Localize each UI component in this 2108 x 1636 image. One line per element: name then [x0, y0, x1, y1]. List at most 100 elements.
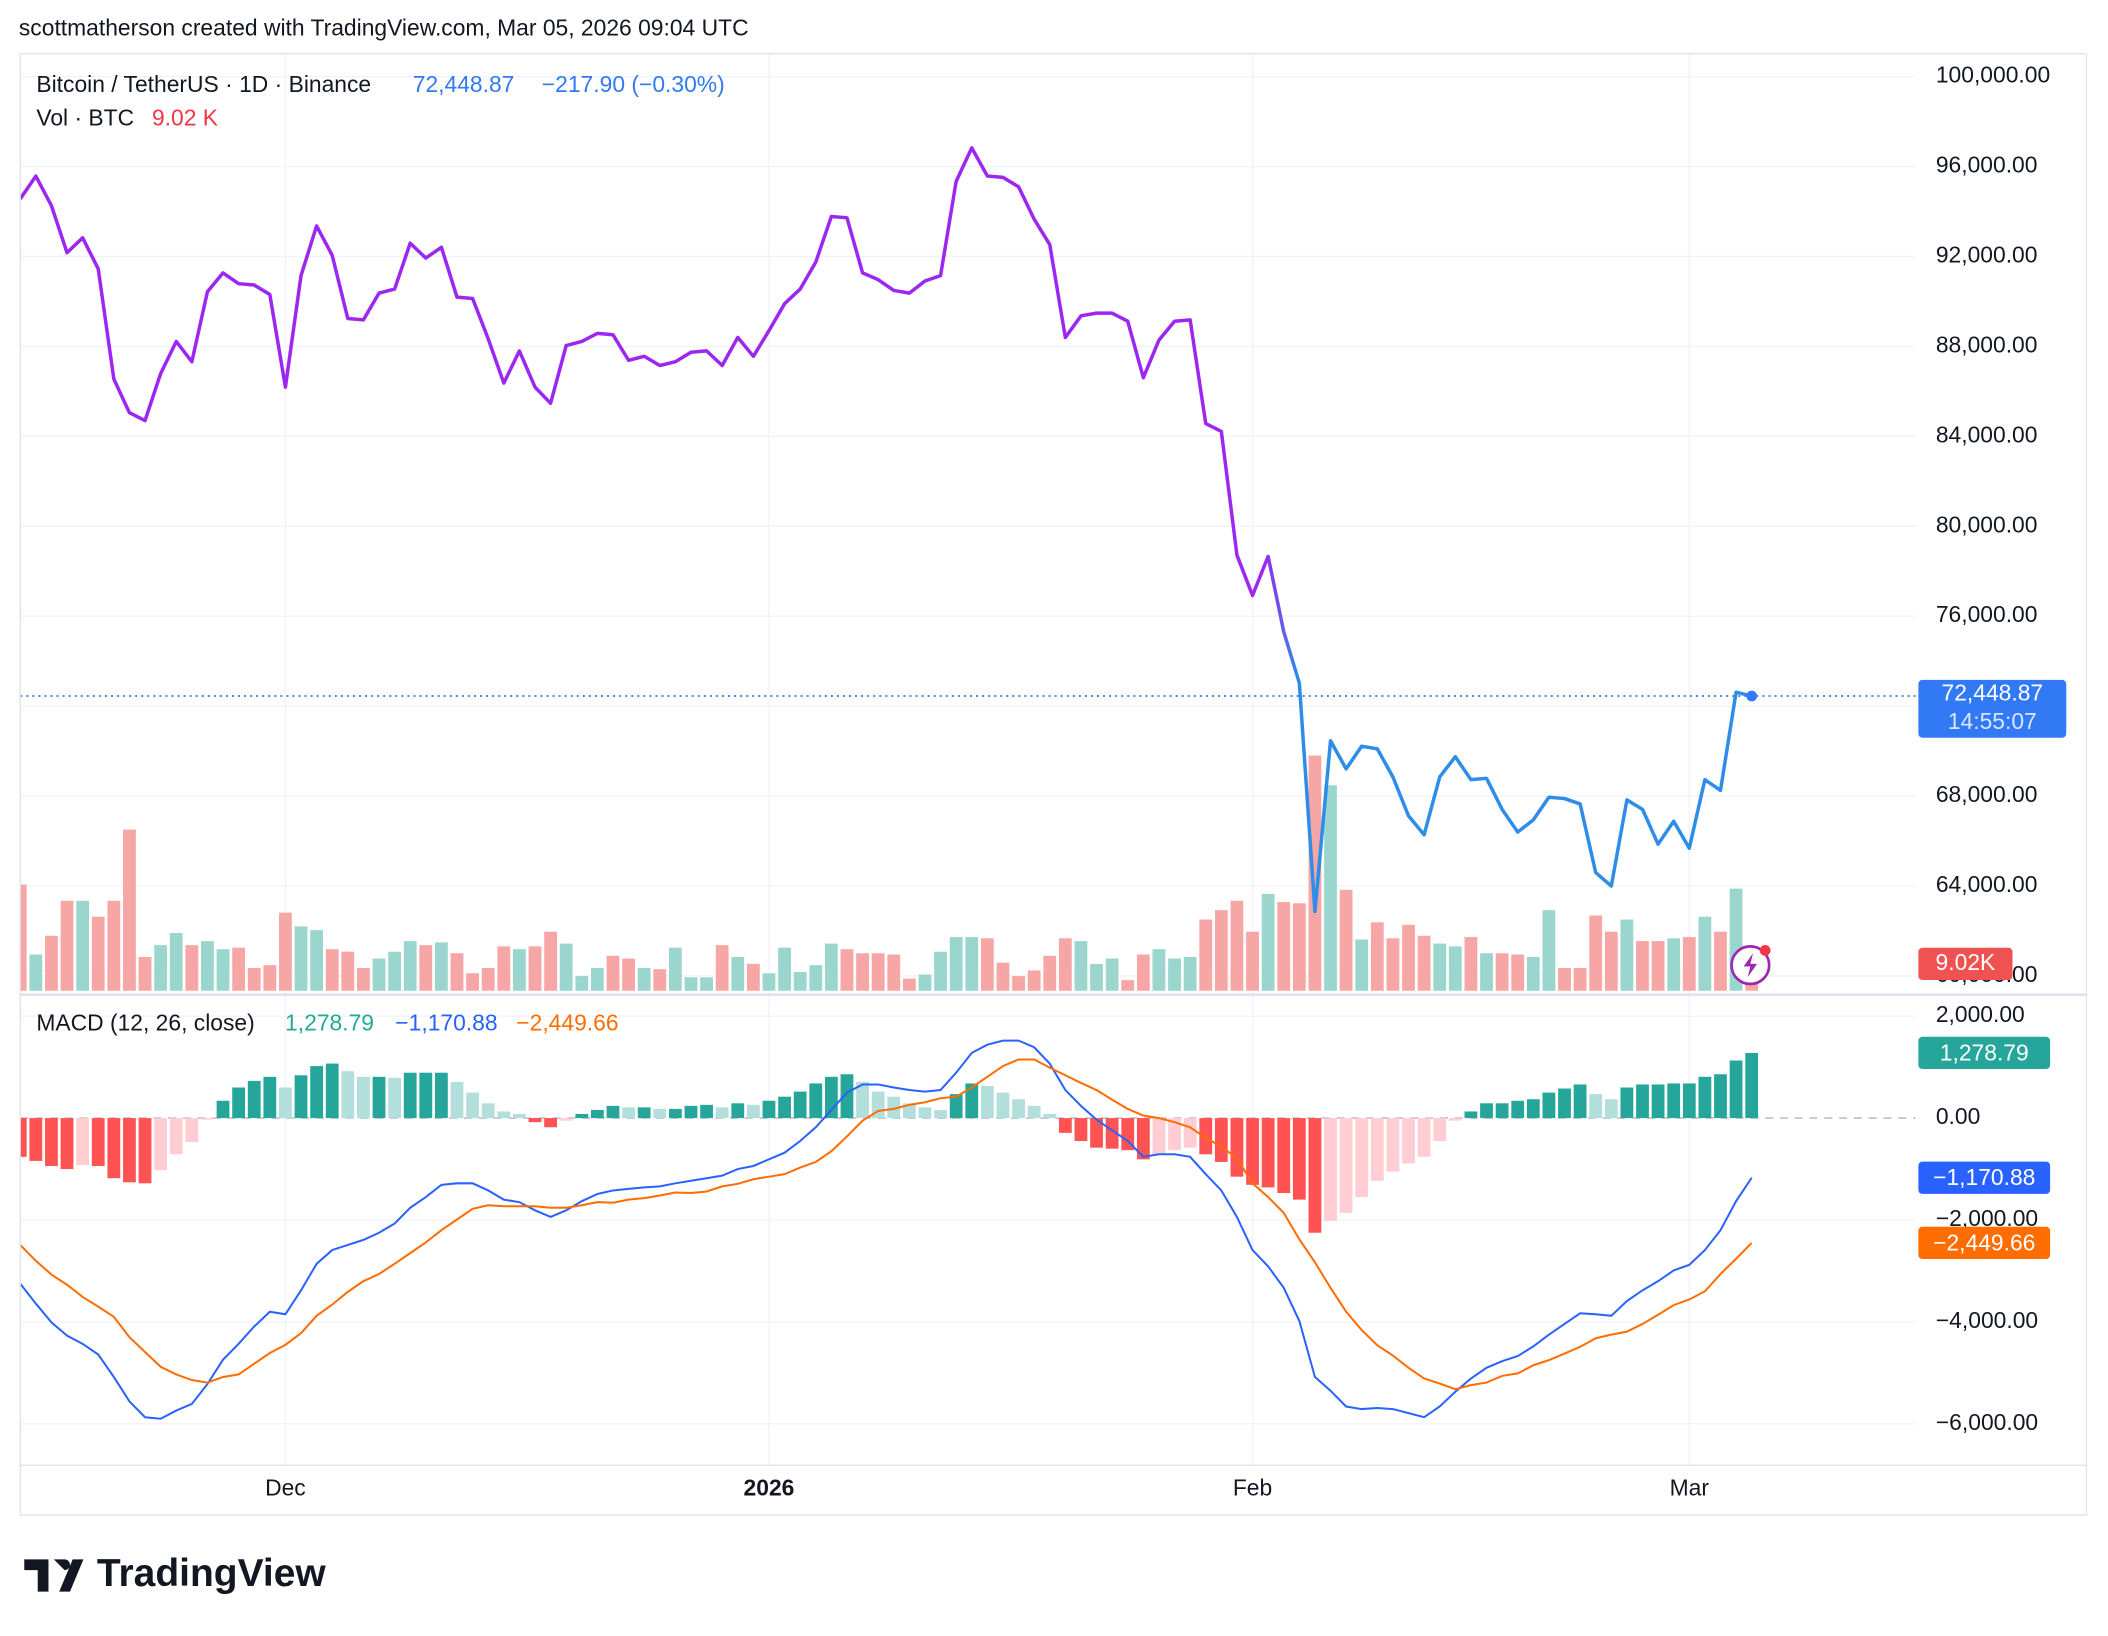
chart-frame [19, 53, 2088, 1516]
histogram-bar [497, 1111, 511, 1119]
volume-bar [902, 978, 916, 991]
histogram-bar [466, 1092, 479, 1119]
volume-bar [1433, 943, 1447, 991]
histogram-bar [279, 1087, 292, 1119]
volume-bar [731, 957, 745, 991]
histogram-bar [45, 1118, 58, 1166]
signal-tag-label: −2,449.66 [1933, 1229, 2035, 1255]
y-tick-label: 76,000.00 [1936, 601, 2038, 627]
volume-bar [310, 930, 324, 991]
volume-bar [403, 941, 417, 991]
histogram-bar [1714, 1074, 1727, 1119]
last-price: 72,448.87 [413, 71, 515, 97]
volume-bar [138, 957, 152, 991]
volume-bar [1495, 953, 1509, 991]
volume-bar [481, 967, 495, 991]
volume-bar [123, 829, 136, 991]
histogram-bar [1480, 1103, 1493, 1119]
histogram-tag-label: 1,278.79 [1940, 1039, 2029, 1065]
price-tag-label: 72,448.87 [1941, 680, 2043, 706]
histogram-bar [403, 1072, 417, 1119]
histogram-bar [1214, 1118, 1228, 1162]
volume-bar [1168, 958, 1181, 991]
volume-bar [1183, 957, 1197, 991]
y-tick-label: −2,000.00 [1936, 1205, 2038, 1231]
volume-bar [1417, 935, 1431, 991]
histogram-bar [1277, 1118, 1291, 1193]
volume-bar [653, 969, 667, 991]
volume-bar [746, 963, 760, 991]
volume-bar [1199, 919, 1213, 991]
volume-bar [1573, 967, 1587, 991]
histogram-bar [637, 1107, 651, 1119]
histogram-bar [1636, 1084, 1649, 1119]
macd-title: MACD (12, 26, close) [36, 1009, 254, 1035]
volume-bar [1542, 910, 1556, 991]
histogram-bar [590, 1109, 604, 1119]
volume-bar [325, 949, 339, 991]
histogram-bar [1729, 1060, 1743, 1119]
histogram-bar [746, 1104, 760, 1119]
x-tick-label: Dec [265, 1475, 306, 1501]
volume-bar [918, 974, 932, 991]
volume-bar [232, 947, 246, 991]
histogram-bar [1495, 1103, 1509, 1119]
volume-bar [575, 976, 589, 991]
signal-line [20, 1058, 1753, 1391]
volume-bar [1012, 976, 1025, 991]
histogram-bar [1448, 1118, 1462, 1121]
histogram-bar [887, 1096, 901, 1119]
volume-bar [528, 946, 542, 991]
histogram-bar [1667, 1083, 1681, 1119]
volume-bar [1043, 955, 1057, 991]
histogram-bar [1308, 1118, 1322, 1233]
histogram-bar [1027, 1105, 1041, 1119]
histogram-bar [528, 1118, 542, 1123]
histogram-bar [1261, 1118, 1275, 1188]
price-line [20, 146, 1753, 914]
histogram-bar [310, 1066, 324, 1119]
y-tick-label: 100,000.00 [1936, 62, 2050, 88]
volume-bar [980, 938, 994, 991]
price-change: −217.90 (−0.30%) [542, 71, 725, 97]
histogram-bar [1168, 1118, 1181, 1151]
alert-icon[interactable] [1730, 945, 1771, 986]
histogram-bar [731, 1103, 745, 1119]
volume-bar [388, 951, 402, 991]
histogram-bar [902, 1103, 916, 1119]
histogram-bar [450, 1081, 464, 1119]
x-tick-label: Feb [1233, 1475, 1272, 1501]
histogram-bar [1511, 1100, 1525, 1119]
histogram-bar [622, 1107, 635, 1119]
histogram-bar [778, 1096, 791, 1119]
volume-bar [1058, 938, 1072, 991]
histogram-bar [1573, 1084, 1587, 1119]
volume-bar [1292, 903, 1306, 991]
histogram-bar [575, 1114, 589, 1119]
y-tick-label: 92,000.00 [1936, 242, 2038, 268]
macd-line [20, 1039, 1753, 1420]
histogram-bar [1402, 1118, 1415, 1164]
volume-bar [247, 967, 261, 991]
histogram-bar [544, 1118, 557, 1128]
histogram-bar [559, 1118, 573, 1121]
volume-bar [856, 953, 869, 991]
histogram-bar [1090, 1118, 1103, 1148]
histogram-bar [1745, 1052, 1759, 1119]
volume-bar [1370, 922, 1384, 991]
histogram-tag [1918, 1036, 2051, 1070]
volume-bar [637, 967, 651, 991]
volume-bar [1386, 938, 1400, 991]
volume-bar [169, 932, 183, 991]
histogram-bar [263, 1076, 277, 1119]
volume-bar [513, 949, 526, 991]
volume-bar [700, 977, 713, 991]
histogram-bar [1105, 1118, 1119, 1149]
volume-bar [871, 953, 885, 991]
x-tick-label: 2026 [744, 1475, 795, 1501]
volume-bar [107, 900, 121, 991]
histogram-bar [1074, 1118, 1088, 1142]
histogram-bar [29, 1118, 43, 1161]
histogram-bar [965, 1083, 979, 1119]
volume-bar [20, 884, 27, 991]
